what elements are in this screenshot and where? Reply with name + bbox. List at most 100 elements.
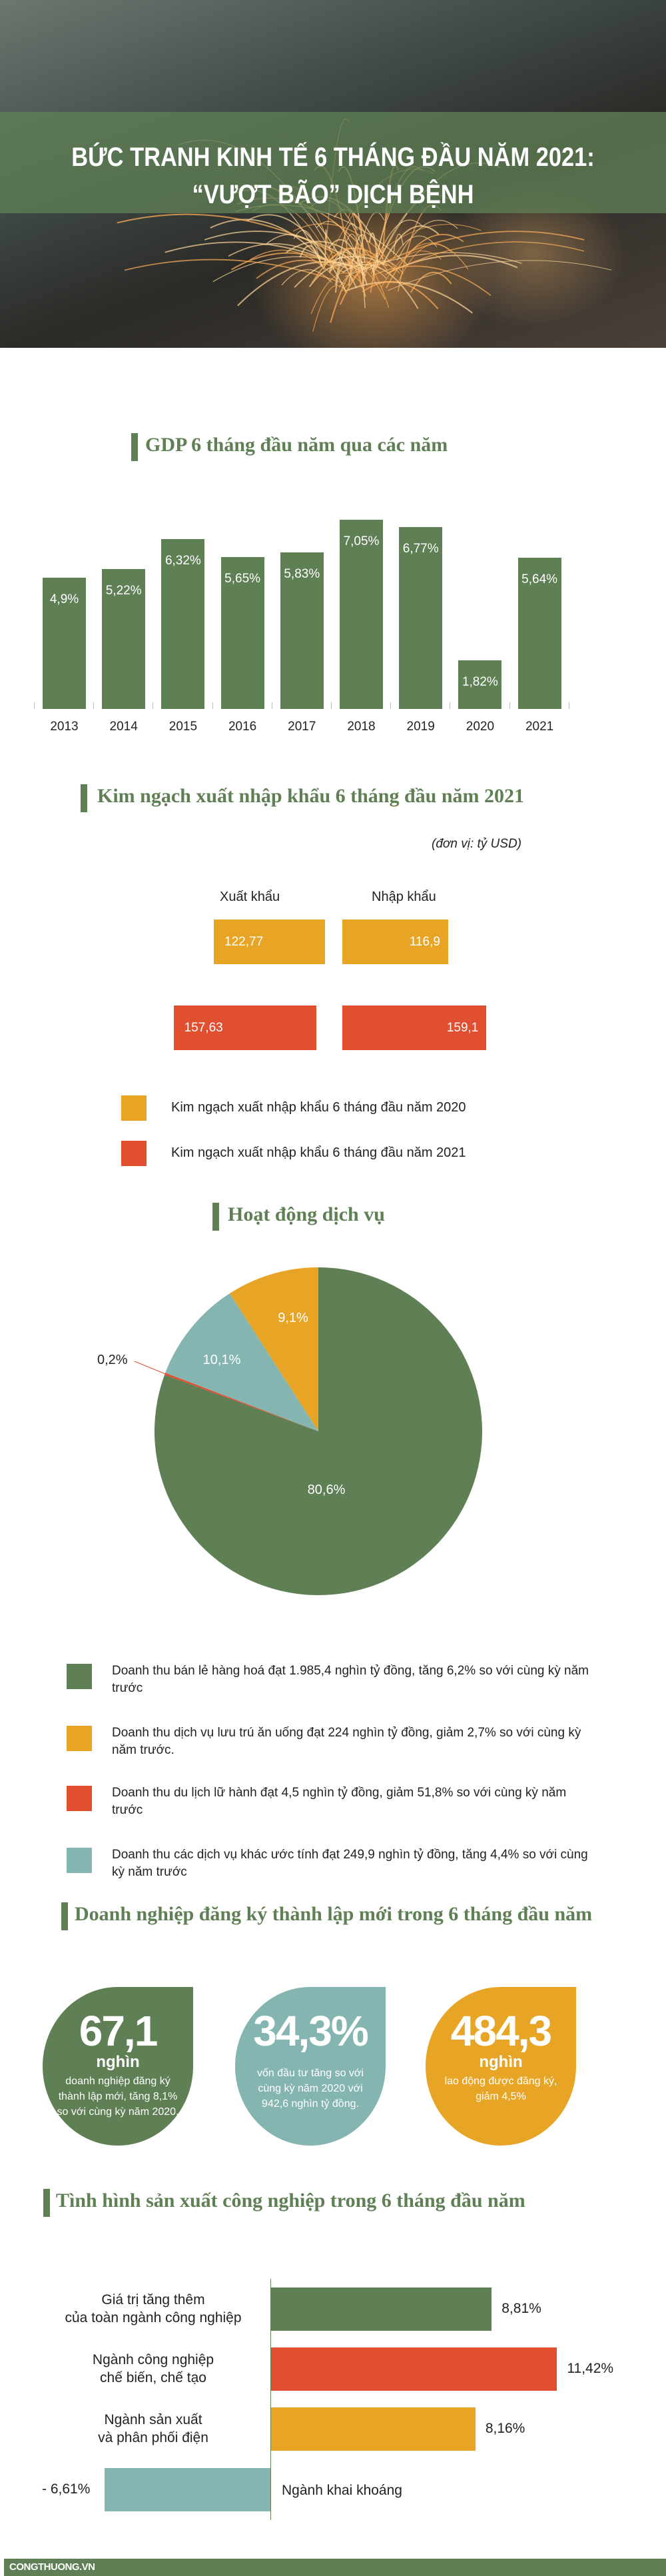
spark (324, 229, 328, 264)
export-bar-2021: 157,63 (173, 1005, 316, 1050)
section-marker (43, 2189, 50, 2217)
spark (393, 233, 404, 255)
industry-bar (105, 2468, 270, 2511)
stat-description: lao động được đăng ký, giảm 4,5% (444, 2076, 557, 2102)
spark (246, 214, 346, 291)
import-bar-2020: 116,9 (342, 920, 448, 964)
business-title: Doanh nghiệp đăng ký thành lập mới trong… (75, 1903, 593, 1925)
spark (372, 262, 375, 280)
pie-slice-label: 10,1% (203, 1353, 241, 1367)
industry-value-label: 8,81% (501, 2301, 541, 2316)
spark (396, 219, 458, 261)
import-value: 159,1 (446, 1021, 479, 1035)
services-chart-title: Hoạt động dịch vụ (228, 1203, 385, 1225)
gdp-value-label: 4,9% (49, 592, 79, 606)
spark (393, 235, 438, 259)
spark (299, 245, 322, 266)
legend-text: Doanh thu bán lẻ hàng hoá đạt 1.985,4 ng… (112, 1664, 589, 1695)
spark (256, 259, 344, 279)
pie-slice (165, 1373, 318, 1431)
legend-text: Doanh thu du lịch lữ hành đạt 4,5 nghìn … (112, 1786, 567, 1817)
axis-tick (331, 702, 332, 709)
axis-line (270, 2279, 271, 2520)
import-bar-2021: 159,1 (342, 1005, 487, 1050)
spark (362, 261, 404, 276)
brand-logo[interactable]: CONGTHUONG.VN (9, 2561, 95, 2573)
legend-text: Doanh thu các dịch vụ khác ước tính đạt … (112, 1848, 588, 1879)
section-marker (81, 784, 87, 812)
gdp-year-label: 2018 (347, 720, 376, 734)
pie-slice (229, 1267, 318, 1431)
spark (230, 252, 338, 271)
spark (382, 225, 440, 266)
pie-leader-line (134, 1361, 165, 1375)
spark (345, 252, 522, 277)
gdp-bar (43, 577, 86, 709)
gdp-bar (399, 527, 443, 709)
trade-chart-title: Kim ngạch xuất nhập khẩu 6 tháng đầu năm… (97, 785, 525, 807)
stat-unit: nghìn (479, 2053, 523, 2071)
export-value: 157,63 (184, 1021, 223, 1035)
legend-label-2021: Kim ngạch xuất nhập khẩu 6 tháng đầu năm… (171, 1145, 466, 1160)
spark (388, 260, 612, 291)
spark (368, 233, 379, 264)
spark (204, 231, 368, 271)
gdp-bar (458, 660, 502, 709)
gdp-year-label: 2021 (525, 720, 554, 734)
spark (237, 261, 365, 307)
gdp-year-label: 2013 (50, 720, 79, 734)
pie-slice-label: 80,6% (308, 1483, 346, 1497)
spark (311, 247, 378, 283)
industry-bar (271, 2287, 492, 2331)
gdp-year-label: 2014 (109, 720, 138, 734)
export-value: 122,77 (224, 935, 264, 949)
spark (410, 271, 452, 293)
spark (348, 212, 362, 287)
axis-tick (390, 702, 392, 709)
spark (356, 256, 366, 309)
unit-note: (đơn vị: tỷ USD) (432, 837, 522, 851)
spark (281, 269, 332, 286)
main-title-line-2: “VƯỢT BÃO” DỊCH BỆNH (192, 180, 474, 209)
industry-value-label: 11,42% (567, 2361, 614, 2376)
pie-slice (154, 1267, 482, 1595)
gdp-year-label: 2020 (466, 720, 495, 734)
spark (385, 241, 585, 275)
gdp-bar (280, 552, 324, 709)
axis-tick (509, 702, 510, 709)
section-marker (131, 433, 138, 461)
gdp-value-label: 7,05% (343, 534, 380, 548)
stat-unit: nghìn (96, 2053, 140, 2071)
section-marker (61, 1902, 68, 1930)
stat-value: 34,3% (253, 2007, 368, 2055)
legend-swatch (67, 1726, 92, 1751)
spark (397, 243, 453, 284)
gdp-year-label: 2015 (168, 720, 198, 734)
spark (386, 234, 464, 289)
spark (346, 233, 364, 271)
legend-swatch (67, 1848, 92, 1873)
stat-card: 67,1 nghìn doanh nghiệp đăng ký thành lập … (43, 1987, 193, 2146)
footer-bar: CONGTHUONG.VN (4, 2559, 666, 2576)
spark (293, 230, 323, 267)
gdp-year-label: 2019 (406, 720, 435, 734)
gdp-chart-title: GDP 6 tháng đầu năm qua các năm (145, 434, 448, 456)
gdp-value-label: 1,82% (462, 674, 498, 689)
industry-category-label: Ngành công nghiệp chế biến, chế tạo (92, 2352, 214, 2385)
stat-card: 34,3% vốn đầu tư tăng so với cùng kỳ năm … (235, 1987, 386, 2146)
gdp-year-label: 2016 (228, 720, 257, 734)
spark (342, 264, 419, 309)
export-bar-2020: 122,77 (214, 920, 325, 964)
services-pie-chart: 80,6% 0,2% 10,1% 9,1% (97, 1267, 482, 1595)
legend-label-2020: Kim ngạch xuất nhập khẩu 6 tháng đầu năm… (171, 1100, 466, 1115)
spark (124, 259, 346, 285)
stat-value: 67,1 (79, 2007, 159, 2055)
gdp-bar (220, 557, 264, 709)
title-banner (0, 112, 666, 213)
pie-slice-label: 9,1% (278, 1311, 308, 1325)
spark (342, 224, 482, 292)
legend-swatch-2021 (121, 1141, 147, 1166)
export-header: Xuất khẩu (220, 890, 280, 904)
gdp-value-label: 5,65% (224, 572, 261, 586)
industry-category-label: Ngành khai khoáng (282, 2483, 402, 2498)
